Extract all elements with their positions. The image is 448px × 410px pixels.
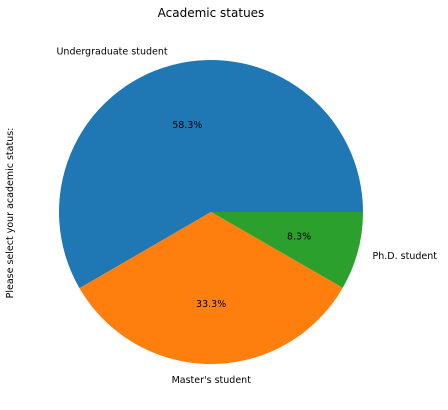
chart-title: Academic statues	[158, 6, 265, 20]
y-axis-label: Please select your academic status:	[5, 128, 16, 299]
pie-slices	[58, 59, 364, 364]
pie-slice-1	[58, 59, 364, 289]
slice-percent-label-3: 8.3%	[287, 232, 311, 243]
slice-percent-label-2: 33.3%	[196, 299, 226, 310]
slice-category-label-2: Master's student	[172, 375, 252, 386]
pie-labels: Undergraduate student 58.3% Master's stude…	[56, 47, 437, 387]
slice-category-label-1: Undergraduate student	[56, 47, 167, 58]
pie-slice-3	[211, 212, 363, 288]
pie-slice-2	[79, 212, 343, 364]
slice-percent-label-1: 58.3%	[172, 120, 202, 131]
slice-category-label-3: Ph.D. student	[373, 251, 438, 262]
